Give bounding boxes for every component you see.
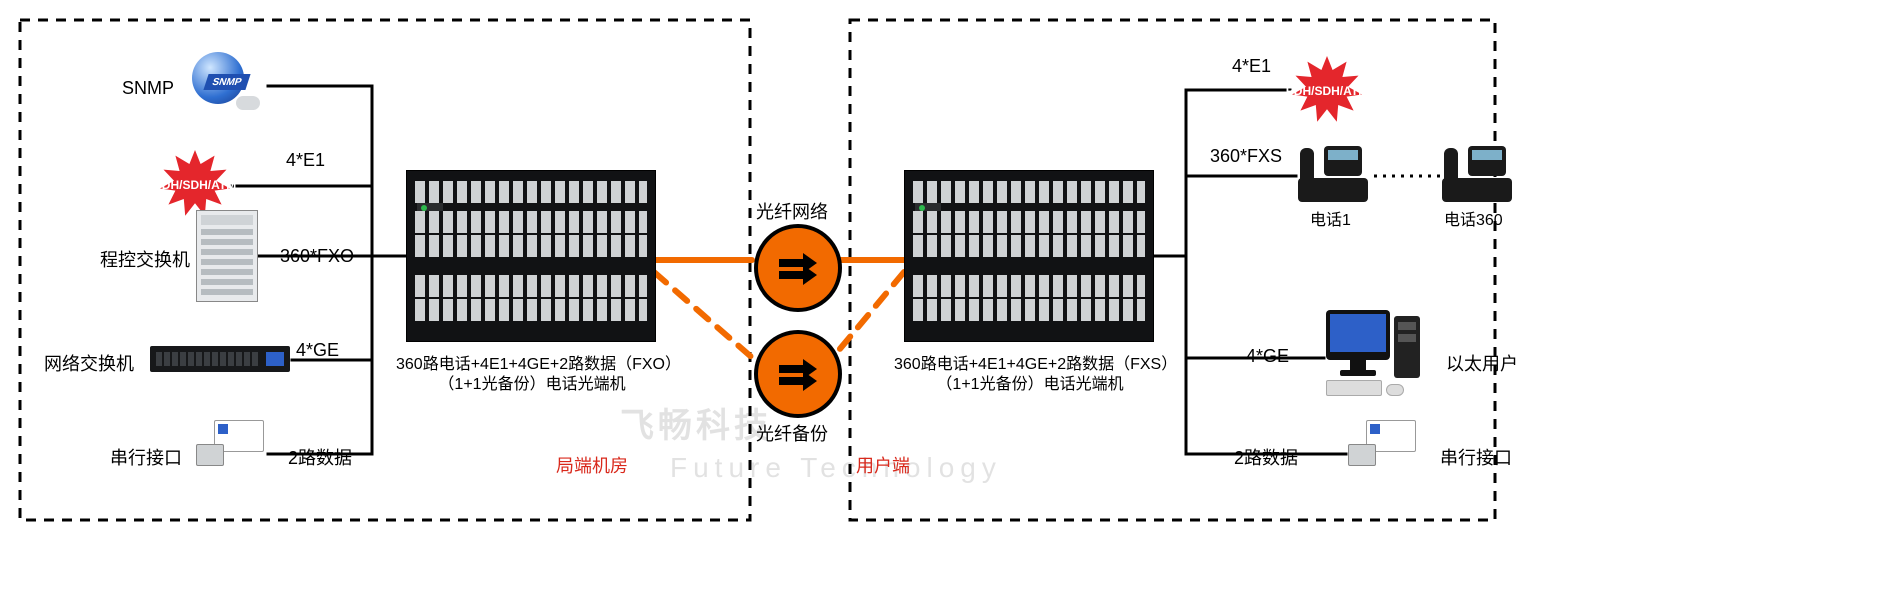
serial-right-label: 串行接口 xyxy=(1440,444,1512,470)
serial-right-icon xyxy=(1348,420,1418,468)
right-ge-label: 4*GE xyxy=(1246,346,1289,367)
eth-switch-label: 网络交换机 xyxy=(44,350,134,376)
serial-left-label: 串行接口 xyxy=(110,444,182,470)
left-ge-label: 4*GE xyxy=(296,340,339,361)
pbx-icon xyxy=(196,210,258,302)
right-fxs-label: 360*FXS xyxy=(1210,146,1282,167)
fiber-network-icon xyxy=(754,224,842,312)
ethernet-user-label: 以太用户 xyxy=(1446,350,1518,376)
eth-switch-icon xyxy=(150,346,290,372)
snmp-label: SNMP xyxy=(122,78,174,99)
left-fxo-label: 360*FXO xyxy=(280,246,354,267)
phone-1-label: 电话1 xyxy=(1310,206,1351,230)
snmp-globe-icon: SNMP xyxy=(186,52,266,116)
pc-icon xyxy=(1326,310,1426,400)
right-4e1-label: 4*E1 xyxy=(1232,56,1271,77)
left-mux-icon xyxy=(406,170,656,342)
phone-1-icon xyxy=(1298,146,1368,202)
right-mux-icon xyxy=(904,170,1154,342)
fiber-backup-icon xyxy=(754,330,842,418)
site-right-label: 用户端 xyxy=(856,452,910,478)
left-4e1-label: 4*E1 xyxy=(286,150,325,171)
right-data-label: 2路数据 xyxy=(1234,444,1298,470)
pbx-label: 程控交换机 xyxy=(100,246,190,272)
serial-left-icon xyxy=(196,420,266,468)
fiber-network-label: 光纤网络 xyxy=(756,198,828,224)
site-left-label: 局端机房 xyxy=(556,452,628,478)
phone-360-icon xyxy=(1442,146,1512,202)
fiber-backup-label: 光纤备份 xyxy=(756,420,828,446)
pdh-sdh-atm-right-icon: PDH/SDH/ATM xyxy=(1292,56,1362,126)
left-mux-caption-2: （1+1光备份）电话光端机 xyxy=(396,370,668,394)
phone-360-label: 电话360 xyxy=(1444,206,1503,230)
left-data-label: 2路数据 xyxy=(288,444,352,470)
right-mux-caption-2: （1+1光备份）电话光端机 xyxy=(894,370,1166,394)
